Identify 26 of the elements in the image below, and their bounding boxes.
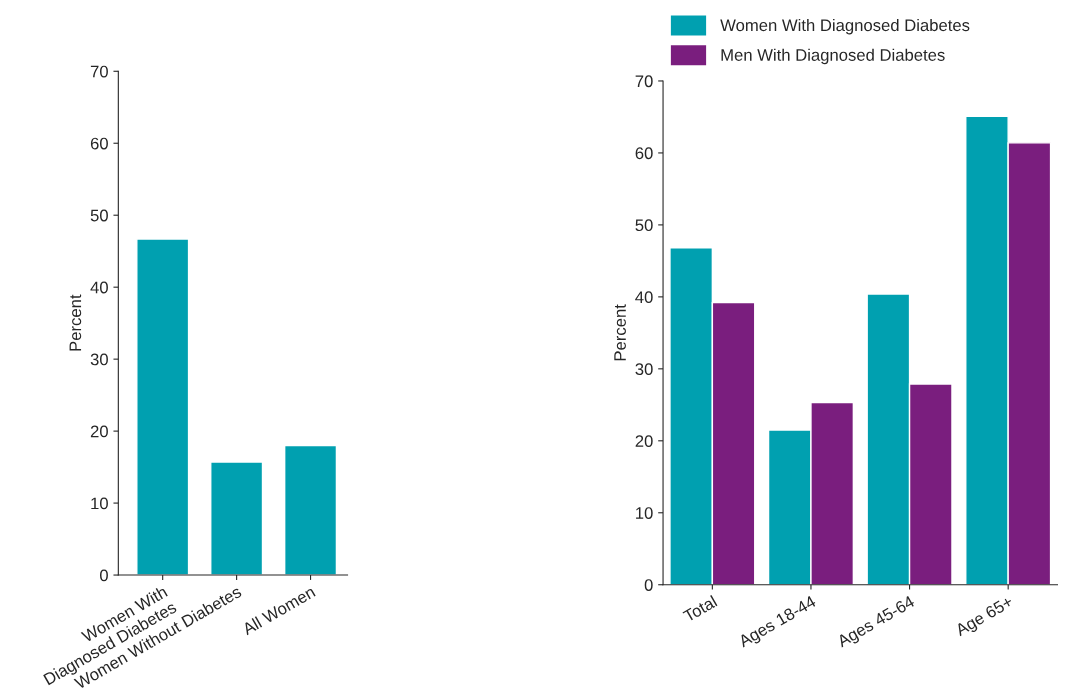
y-tick-label: 70 bbox=[90, 65, 108, 78]
y-tick-label: 0 bbox=[99, 569, 108, 582]
y-axis-title: Percent bbox=[614, 304, 626, 361]
y-tick-label: 10 bbox=[91, 497, 108, 510]
y-tick-label: 40 bbox=[635, 291, 653, 304]
legend-label: Men With Diagnosed Diabetes bbox=[721, 48, 945, 65]
y-tick-label: 20 bbox=[635, 435, 653, 448]
y-tick-label: 70 bbox=[635, 75, 653, 88]
legend-label: Women With Diagnosed Diabetes bbox=[720, 18, 970, 35]
bar bbox=[136, 238, 190, 576]
y-tick-label: 60 bbox=[635, 147, 653, 160]
x-tick-label: Total bbox=[682, 595, 718, 623]
x-tick-label: Age 65+ bbox=[954, 595, 1016, 640]
bar bbox=[283, 444, 338, 576]
y-tick-label: 50 bbox=[635, 219, 653, 232]
y-tick-label: 40 bbox=[90, 281, 108, 294]
y-tick-label: 60 bbox=[90, 137, 108, 150]
x-tick-label: Ages 45-64 bbox=[835, 595, 917, 651]
y-tick-label: 0 bbox=[644, 579, 653, 591]
bar bbox=[210, 461, 264, 576]
y-tick-label: 30 bbox=[90, 353, 108, 366]
y-tick-label: 30 bbox=[635, 363, 653, 376]
y-tick-label: 50 bbox=[90, 209, 108, 222]
y-tick-label: 10 bbox=[636, 507, 653, 519]
y-axis-title: Percent bbox=[69, 294, 82, 351]
y-tick-label: 20 bbox=[90, 425, 108, 438]
